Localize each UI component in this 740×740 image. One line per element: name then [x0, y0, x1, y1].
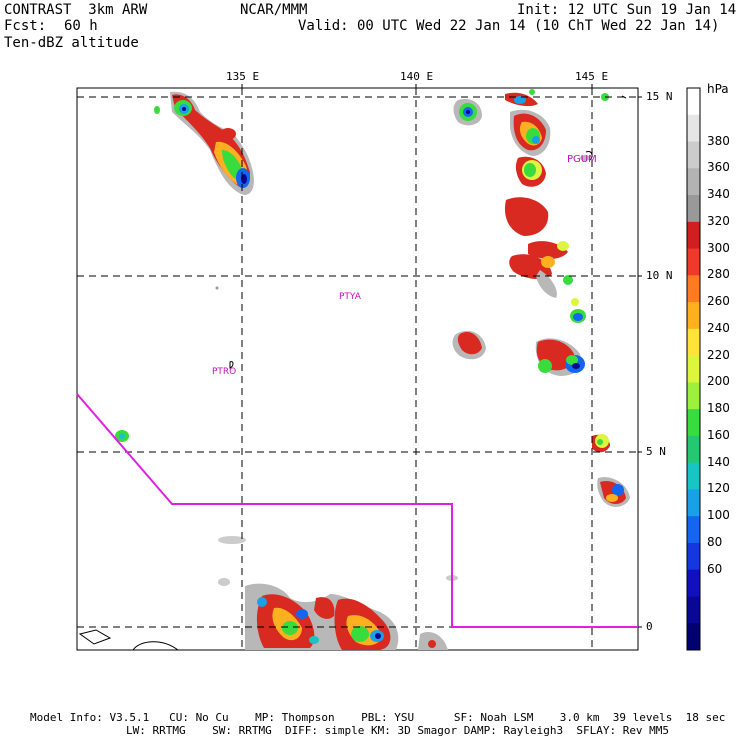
colorbar-swatch: [687, 302, 700, 330]
colorbar-swatch: [687, 275, 700, 303]
colorbar-swatch: [687, 195, 700, 223]
colorbar-swatch: [687, 542, 700, 571]
colorbar-tick-label: 380: [707, 133, 730, 148]
colorbar-tick-label: 160: [707, 427, 730, 442]
colorbar-swatch: [687, 328, 700, 357]
colorbar-swatch: [687, 516, 700, 544]
lon-label-145: 145 E: [575, 70, 609, 83]
fcst-value: 60 h: [64, 18, 98, 34]
lon-label-140: 140 E: [400, 70, 434, 83]
valid-time: Valid: 00 UTC Wed 22 Jan 14 (10 ChT Wed …: [298, 18, 720, 34]
storm-cells: [115, 89, 630, 650]
colorbar-tick-label: 300: [707, 240, 730, 255]
colorbar-tick-label: 80: [707, 534, 723, 549]
colorbar-swatch: [687, 248, 700, 276]
ticks: [241, 84, 642, 628]
colorbar-tick-label: 100: [707, 508, 730, 523]
colorbar-frame: [686, 87, 701, 651]
colorbar-swatch: [687, 141, 700, 169]
colorbar-swatch: [687, 88, 700, 116]
colorbar-swatch: [687, 623, 700, 651]
model-info-line2: LW: RRTMG SW: RRTMG DIFF: simple KM: 3D …: [126, 724, 670, 737]
station-ptro: PTRO: [212, 367, 236, 377]
org-label: NCAR/MMM: [240, 2, 308, 18]
colorbar: [686, 87, 701, 651]
colorbar-tick-label: 360: [707, 160, 730, 175]
lat-label-15n: 15 N: [646, 90, 673, 103]
field-name: Ten-dBZ altitude: [4, 35, 139, 51]
colorbar-swatch: [687, 168, 700, 196]
station-ptya: PTYA: [339, 292, 362, 302]
colorbar-swatch: [687, 596, 700, 624]
lon-label-135: 135 E: [226, 70, 260, 83]
colorbar-swatch: [687, 569, 700, 597]
init-time: Init: 12 UTC Sun 19 Jan 14: [517, 2, 737, 18]
eez-boundary: [76, 393, 638, 628]
colorbar-swatch: [687, 355, 700, 383]
lat-label-10n: 10 N: [646, 269, 673, 282]
lat-label-0: 0: [646, 620, 653, 633]
lat-label-5n: 5 N: [646, 445, 666, 458]
colorbar-tick-label: 180: [707, 401, 730, 416]
graticule: [77, 88, 638, 650]
colorbar-unit: hPa: [707, 82, 729, 96]
fcst-label: Fcst:: [4, 18, 47, 34]
colorbar-tick-label: 240: [707, 320, 730, 335]
colorbar-swatch: [687, 114, 700, 143]
colorbar-swatch: [687, 382, 700, 410]
colorbar-tick-label: 140: [707, 454, 730, 469]
colorbar-swatch: [687, 409, 700, 437]
colorbar-swatch: [687, 221, 700, 250]
colorbar-tick-label: 260: [707, 294, 730, 309]
colorbar-tick-label: 320: [707, 213, 730, 228]
colorbar-tick-label: 220: [707, 347, 730, 362]
colorbar-tick-label: 120: [707, 481, 730, 496]
model-info-line1: Model Info: V3.5.1 CU: No Cu MP: Thompso…: [30, 711, 726, 724]
colorbar-swatch: [687, 435, 700, 464]
colorbar-tick-label: 200: [707, 374, 730, 389]
colorbar-swatch: [687, 462, 700, 490]
colorbar-tick-label: 340: [707, 187, 730, 202]
model-title: CONTRAST 3km ARW: [4, 2, 148, 18]
station-pgum: PGUM: [567, 154, 597, 165]
colorbar-tick-label: 280: [707, 267, 730, 282]
coastlines: [78, 95, 627, 651]
colorbar-tick-label: 60: [707, 561, 723, 576]
colorbar-swatch: [687, 489, 700, 517]
